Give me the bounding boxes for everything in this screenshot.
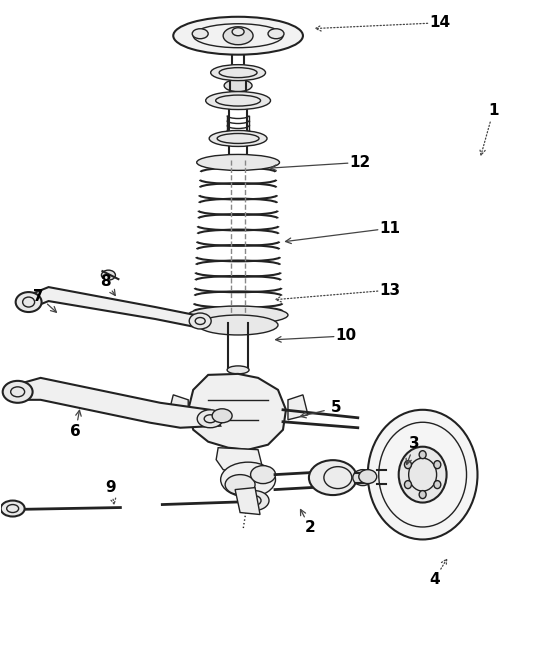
Polygon shape — [28, 287, 195, 327]
Ellipse shape — [419, 450, 426, 459]
Polygon shape — [188, 374, 286, 450]
Ellipse shape — [232, 28, 244, 36]
Ellipse shape — [434, 481, 441, 489]
Ellipse shape — [227, 366, 249, 374]
Ellipse shape — [209, 130, 267, 147]
Ellipse shape — [239, 491, 269, 511]
Ellipse shape — [3, 381, 33, 403]
Polygon shape — [168, 395, 188, 420]
Ellipse shape — [368, 410, 478, 539]
Ellipse shape — [197, 410, 223, 428]
Polygon shape — [16, 378, 220, 428]
Ellipse shape — [251, 465, 276, 484]
Text: 10: 10 — [335, 328, 356, 343]
Ellipse shape — [173, 17, 303, 55]
Polygon shape — [235, 487, 260, 515]
Ellipse shape — [353, 470, 373, 485]
Text: 4: 4 — [429, 572, 440, 587]
Text: 1: 1 — [488, 103, 499, 118]
Ellipse shape — [197, 154, 280, 171]
Text: 3: 3 — [409, 436, 420, 451]
Ellipse shape — [192, 29, 208, 39]
Ellipse shape — [399, 447, 446, 502]
Ellipse shape — [359, 470, 377, 484]
Text: 12: 12 — [349, 155, 370, 170]
Ellipse shape — [206, 92, 271, 110]
Ellipse shape — [221, 462, 276, 497]
Ellipse shape — [404, 481, 411, 489]
Ellipse shape — [225, 474, 255, 495]
Ellipse shape — [189, 313, 211, 329]
Ellipse shape — [309, 460, 357, 495]
Ellipse shape — [224, 80, 252, 92]
Ellipse shape — [419, 491, 426, 498]
Ellipse shape — [370, 472, 384, 484]
Ellipse shape — [211, 65, 266, 80]
Text: 2: 2 — [305, 520, 315, 535]
Text: 8: 8 — [100, 274, 111, 289]
Text: 5: 5 — [331, 400, 341, 415]
Text: 11: 11 — [379, 221, 400, 236]
Ellipse shape — [223, 27, 253, 45]
Ellipse shape — [16, 292, 42, 312]
Ellipse shape — [434, 461, 441, 469]
Ellipse shape — [1, 500, 24, 517]
Polygon shape — [216, 448, 263, 474]
Text: 13: 13 — [379, 282, 400, 298]
Ellipse shape — [101, 270, 116, 280]
Ellipse shape — [188, 306, 288, 324]
Polygon shape — [288, 395, 308, 420]
Text: 9: 9 — [105, 480, 116, 495]
Ellipse shape — [198, 315, 278, 335]
Text: 14: 14 — [429, 16, 450, 31]
Text: 6: 6 — [70, 424, 81, 439]
Ellipse shape — [212, 409, 232, 422]
Ellipse shape — [404, 461, 411, 469]
Text: 7: 7 — [33, 289, 44, 304]
Ellipse shape — [268, 29, 284, 39]
